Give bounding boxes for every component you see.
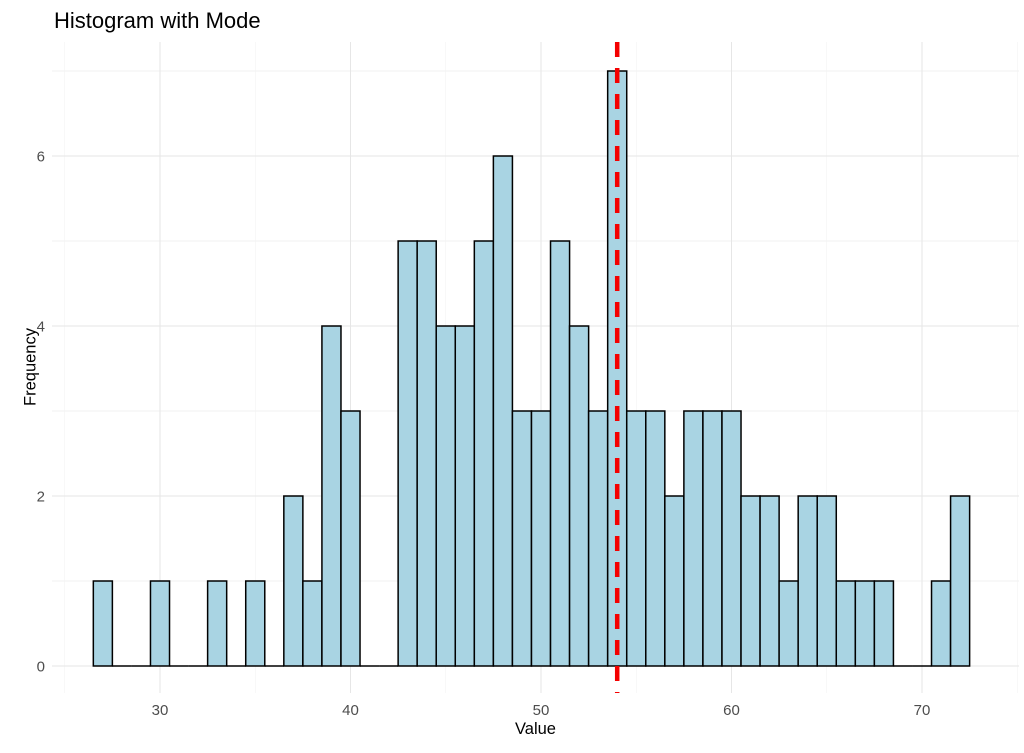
histogram-bar <box>454 325 476 667</box>
histogram-bar <box>873 580 895 667</box>
histogram-bar <box>664 495 685 667</box>
x-axis-title: Value <box>515 720 556 738</box>
histogram-bar <box>435 325 457 667</box>
y-tick-label: 2 <box>37 489 45 506</box>
histogram-bar <box>797 495 818 667</box>
histogram-bar <box>397 240 418 667</box>
x-tick-label: 60 <box>723 702 740 719</box>
histogram-bar <box>206 580 228 667</box>
histogram-bar <box>587 410 609 667</box>
histogram-bar <box>816 495 838 667</box>
histogram-bar <box>283 495 304 667</box>
histogram-bar <box>473 240 495 667</box>
x-tick-label: 70 <box>914 702 931 719</box>
histogram-bar <box>683 410 704 667</box>
histogram-bar <box>625 410 647 667</box>
histogram-bar <box>416 240 437 667</box>
histogram-bar <box>244 580 266 667</box>
histogram-bar <box>645 410 666 667</box>
histogram-bar <box>759 495 780 667</box>
histogram-bar <box>740 495 761 667</box>
y-tick-label: 4 <box>37 319 45 336</box>
histogram-bar <box>835 580 857 667</box>
histogram-bar <box>492 155 514 667</box>
x-tick-label: 50 <box>533 702 550 719</box>
histogram-bar <box>302 580 323 667</box>
histogram-bar <box>340 410 361 667</box>
histogram-bar <box>702 410 723 667</box>
histogram-bar <box>511 410 533 667</box>
y-tick-label: 0 <box>37 659 45 676</box>
histogram-bar <box>949 495 971 667</box>
histogram-bar <box>149 580 171 667</box>
chart-title: Histogram with Mode <box>54 8 261 33</box>
histogram-bar <box>92 580 114 667</box>
x-tick-label: 30 <box>152 702 169 719</box>
histogram-bar <box>778 580 799 667</box>
histogram-bar <box>549 240 571 667</box>
y-axis-title: Frequency <box>21 328 40 406</box>
histogram-bar <box>530 410 552 667</box>
histogram-bar <box>721 410 742 667</box>
histogram-bar <box>930 580 952 667</box>
histogram-bar <box>854 580 876 667</box>
histogram-bar <box>321 325 342 667</box>
y-tick-label: 6 <box>37 149 45 166</box>
x-tick-label: 40 <box>342 702 359 719</box>
histogram-bar <box>568 325 590 667</box>
